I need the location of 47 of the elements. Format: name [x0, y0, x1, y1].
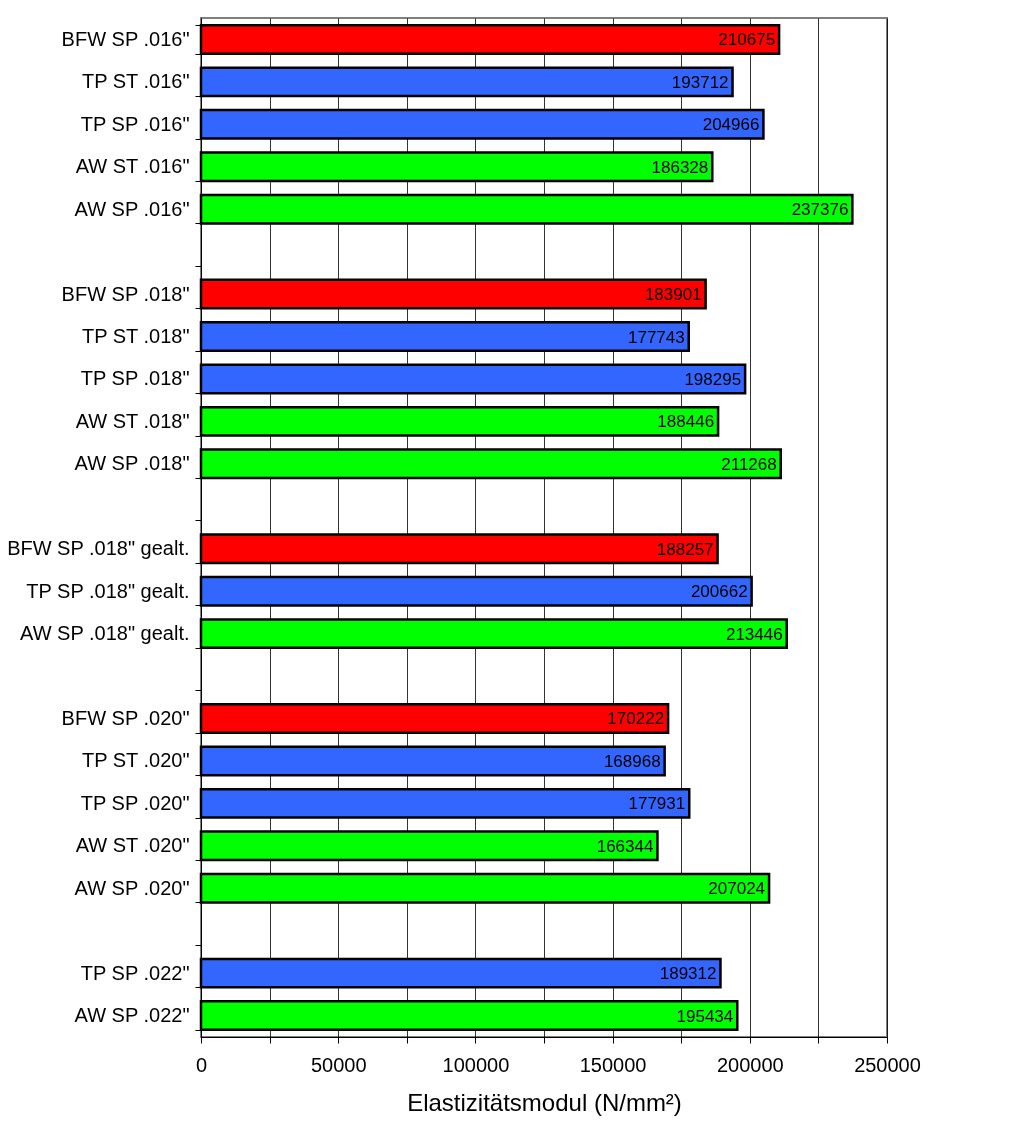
y-tick-label: AW SP .018" [74, 452, 190, 475]
data-label: 183901 [644, 285, 702, 305]
data-label: 188257 [656, 539, 714, 559]
y-tick-label: AW SP .022" [74, 1004, 190, 1027]
y-tick-label: TP SP .016" [80, 112, 190, 135]
data-label: 168968 [603, 751, 661, 771]
y-tick-label: BFW SP .018" gealt. [7, 537, 190, 560]
y-tick-label: AW SP .020" [74, 876, 190, 899]
y-tick-label: BFW SP .018" [61, 282, 190, 305]
y-tick-label: BFW SP .020" [61, 706, 190, 729]
data-label: 204966 [702, 115, 760, 135]
y-tick-label: TP ST .016" [81, 70, 190, 93]
x-tick-label: 50000 [310, 1053, 367, 1076]
data-label: 186328 [651, 157, 709, 177]
y-tick-label: AW ST .018" [75, 409, 190, 432]
data-label: 193712 [671, 72, 729, 92]
x-tick-label: 200000 [716, 1053, 784, 1076]
data-label: 198295 [684, 369, 742, 389]
x-tick-label: 250000 [854, 1053, 921, 1076]
y-tick-label: TP ST .020" [81, 749, 190, 772]
x-tick-label: 100000 [442, 1053, 510, 1076]
data-label: 211268 [721, 454, 777, 474]
y-tick-label: TP SP .020" [80, 791, 190, 814]
x-axis-title: Elastizitätsmodul (N/mm²) [407, 1088, 682, 1116]
data-label: 210675 [718, 30, 776, 50]
y-tick-label: TP ST .018" [81, 325, 190, 348]
data-label: 195434 [676, 1006, 734, 1026]
data-label: 237376 [791, 200, 849, 220]
data-label: 177743 [627, 327, 685, 347]
y-tick-label: TP SP .018" [80, 367, 190, 390]
y-tick-label: BFW SP .016" [61, 27, 190, 50]
data-label: 200662 [690, 582, 748, 602]
data-label: 188446 [657, 412, 715, 432]
data-label: 189312 [659, 964, 717, 984]
y-tick-label: AW ST .020" [75, 834, 190, 857]
y-tick-label: TP SP .022" [80, 961, 190, 984]
data-label: 170222 [607, 709, 665, 729]
y-tick-label: TP SP .018" gealt. [26, 579, 190, 602]
y-tick-label: AW SP .018" gealt. [20, 622, 190, 645]
data-label: 177931 [628, 794, 686, 814]
y-tick-label: AW SP .016" [74, 197, 190, 220]
x-tick-label: 150000 [579, 1053, 647, 1076]
data-label: 166344 [596, 836, 654, 856]
data-label: 207024 [708, 879, 766, 899]
y-tick-label: AW ST .016" [75, 155, 190, 178]
x-tick-label: 0 [195, 1053, 208, 1076]
data-label: 213446 [725, 624, 783, 644]
